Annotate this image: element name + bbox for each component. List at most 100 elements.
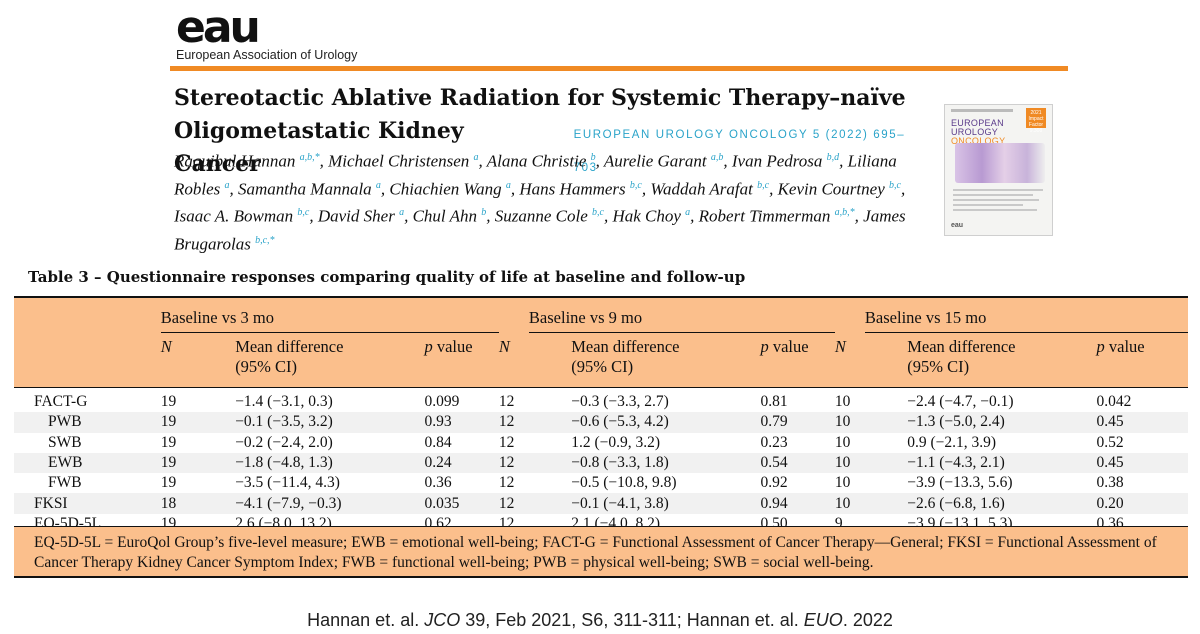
author-affiliation: a [473, 152, 479, 163]
author-affiliation: a [505, 179, 511, 191]
journal-reference: EUROPEAN UROLOGY ONCOLOGY 5 (2022) 695–7… [573, 129, 906, 174]
author-name: Aurelie Garant [603, 151, 707, 171]
author-name: David Sher [317, 206, 395, 226]
author-name: Ivan Pedrosa [731, 151, 823, 171]
table-cell: 0.20 [1096, 493, 1188, 514]
table-cell: 10 [834, 387, 908, 413]
cover-title-word2: ONCOLOGY [951, 136, 1006, 146]
col-header-mean-diff: Mean difference (95% CI) [907, 335, 1097, 388]
table-cell: −0.1 (−3.5, 3.2) [235, 412, 425, 433]
author-affiliation: b,d [826, 152, 840, 163]
author-name: Alana Christie [486, 151, 587, 171]
eau-logo: eau European Association of Urology [176, 6, 357, 63]
table-cell: 19 [160, 412, 236, 433]
header-blank [14, 335, 161, 388]
table-cell: 0.23 [760, 432, 835, 453]
table-cell: 19 [160, 387, 236, 413]
cover-text-line [953, 194, 1033, 196]
table-cell: −2.6 (−6.8, 1.6) [907, 493, 1097, 514]
table-cell: −1.1 (−4.3, 2.1) [907, 452, 1097, 474]
table-cell: −4.1 (−7.9, −0.3) [235, 493, 425, 514]
author-name: Hans Hammers [519, 179, 626, 199]
cover-text-line [953, 189, 1043, 191]
author-affiliation: b,c,* [255, 234, 275, 246]
author-affiliation: b,c [757, 179, 770, 191]
table-cell: −1.3 (−5.0, 2.4) [907, 412, 1097, 433]
table-cell: 0.54 [760, 452, 835, 474]
author-name: Waddah Arafat [650, 179, 753, 199]
author-affiliation: b,c [629, 179, 642, 191]
table-cell: 10 [834, 452, 908, 474]
table-cell: 0.81 [760, 387, 835, 413]
table-cell: 10 [834, 493, 908, 514]
table-cell: 0.099 [424, 387, 499, 413]
table-cell: −0.5 (−10.8, 9.8) [571, 473, 761, 494]
author-affiliation: a [685, 207, 691, 219]
author-affiliation: a [375, 179, 381, 191]
table-body: FACT-G 19 −1.4 (−3.1, 0.3) 0.099 12 −0.3 (−3.… [14, 387, 1188, 538]
journal-cover-image: 2021 Impact Factor 9.308 EUROPEAN UROLOG… [944, 104, 1053, 236]
author-affiliation: a,b [710, 152, 724, 163]
row-label: FKSI [14, 493, 161, 514]
table-caption: Table 3 – Questionnaire responses compar… [28, 268, 746, 286]
table-cell: 0.9 (−2.1, 3.9) [907, 432, 1097, 453]
table-cell: 0.84 [424, 432, 499, 453]
row-label: PWB [14, 412, 161, 433]
author-affiliation: a [224, 179, 230, 191]
group-header: Baseline vs 9 mo [498, 296, 835, 335]
col-header-p: p value [1096, 335, 1188, 388]
author-name: Suzanne Cole [494, 206, 588, 226]
author-name: Robert Timmerman [698, 206, 831, 226]
table-row: PWB 19 −0.1 (−3.5, 3.2) 0.93 12 −0.6 (−5.3, 4… [14, 412, 1188, 433]
row-label: FACT-G [14, 387, 161, 413]
table-cell: 12 [498, 412, 572, 433]
author-name: Isaac A. Bowman [174, 206, 294, 226]
cover-footer-logo: eau [951, 222, 964, 229]
table-footnote: EQ-5D-5L = EuroQol Group’s five-level me… [14, 526, 1188, 578]
table-cell: 0.36 [424, 473, 499, 494]
col-header-p: p value [760, 335, 835, 388]
table-cell: 12 [498, 432, 572, 453]
table-row: SWB 19 −0.2 (−2.4, 2.0) 0.84 12 1.2 (−0.9, 3.… [14, 432, 1188, 453]
table-cell: 10 [834, 412, 908, 433]
col-header-n: N [160, 335, 236, 388]
author-name: Hak Choy [612, 206, 681, 226]
author-affiliation: a,b,* [299, 152, 320, 163]
author-affiliation: b [481, 207, 487, 219]
author-affiliation: a,b,* [834, 207, 855, 219]
col-header-mean-diff: Mean difference (95% CI) [571, 335, 761, 388]
cover-text-line [953, 209, 1037, 211]
col-header-mean-diff: Mean difference (95% CI) [235, 335, 425, 388]
impact-factor-badge: 2021 Impact Factor 9.308 [1026, 108, 1046, 134]
table-cell: 10 [834, 432, 908, 453]
table-cell: −1.4 (−3.1, 0.3) [235, 387, 425, 413]
table-cell: 12 [498, 473, 572, 494]
cover-text-line [953, 204, 1023, 206]
table-cell: 0.79 [760, 412, 835, 433]
author-affiliation: b [590, 152, 596, 163]
author-list: Raquibul Hannan a,b,*, Michael Christens… [174, 151, 906, 254]
table-cell: 12 [498, 387, 572, 413]
qol-table: Baseline vs 3 mo Baseline vs 9 mo Baseli… [14, 296, 1188, 538]
author-name: Kevin Courtney [777, 179, 885, 199]
table-cell: 12 [498, 493, 572, 514]
author-affiliation: b,c [297, 207, 310, 219]
table-cell: −2.4 (−4.7, −0.1) [907, 387, 1097, 413]
author-name: Chul Ahn [412, 206, 477, 226]
cover-text-line [953, 199, 1039, 201]
col-header-n: N [498, 335, 572, 388]
table-cell: 19 [160, 473, 236, 494]
table-cell: 0.38 [1096, 473, 1188, 494]
col-header-n: N [834, 335, 908, 388]
table-cell: −0.3 (−3.3, 2.7) [571, 387, 761, 413]
author-affiliation: b,c [592, 207, 604, 219]
table-row: FWB 19 −3.5 (−11.4, 4.3) 0.36 12 −0.5 (−10.8,… [14, 473, 1188, 494]
author-name: Raquibul Hannan [174, 151, 296, 171]
author-affiliation: b,c [888, 179, 901, 191]
table-cell: 0.45 [1096, 452, 1188, 474]
table-cell: 19 [160, 452, 236, 474]
table-cell: −0.1 (−4.1, 3.8) [571, 493, 761, 514]
paper-title-line2: Oligometastatic Kidney Cancer [174, 118, 464, 177]
table-cell: −0.8 (−3.3, 1.8) [571, 452, 761, 474]
table-row: FACT-G 19 −1.4 (−3.1, 0.3) 0.099 12 −0.3 (−3.… [14, 387, 1188, 413]
